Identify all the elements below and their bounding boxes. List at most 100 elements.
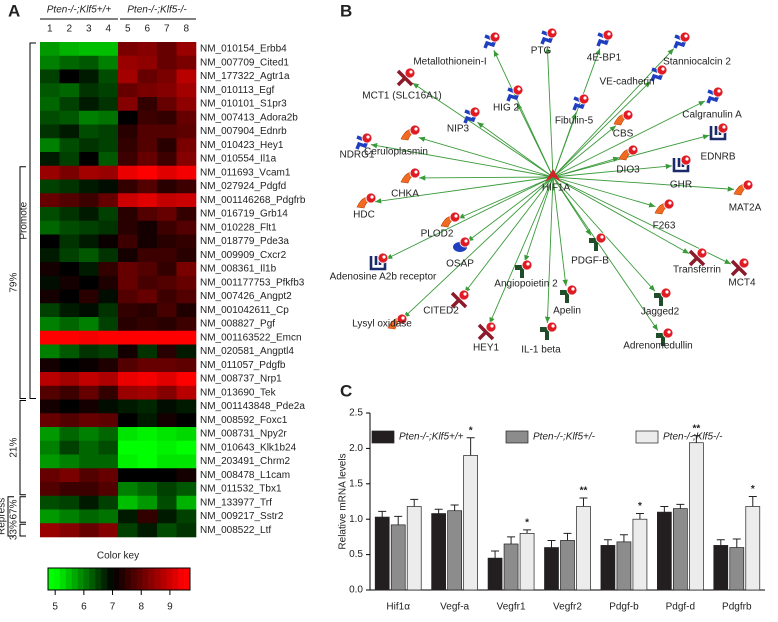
heat-cell xyxy=(118,207,138,222)
icon-badge-dot xyxy=(684,34,688,38)
heat-cell xyxy=(98,234,119,249)
node-label: HIG 2 xyxy=(493,103,520,114)
icon-badge-dot xyxy=(701,250,705,254)
node-label: F263 xyxy=(653,221,676,232)
error-bar xyxy=(450,504,459,511)
heat-cell xyxy=(157,482,177,497)
row-label: NM_027924_Pdgfd xyxy=(200,181,286,192)
heat-cell xyxy=(176,413,197,428)
heat-cell xyxy=(137,207,158,222)
heat-cell xyxy=(98,330,119,345)
row-label: NM_011532_Tbx1 xyxy=(200,484,282,495)
colorbar-swatch xyxy=(53,568,61,590)
icon-badge-dot xyxy=(551,30,555,34)
node-icon xyxy=(613,109,634,126)
node-label: OSAP xyxy=(446,259,474,270)
heat-cell xyxy=(176,317,197,332)
heat-cell xyxy=(59,193,80,208)
heat-cell xyxy=(98,55,119,70)
heat-cell xyxy=(98,303,119,318)
heat-cell xyxy=(176,303,197,318)
heat-cell xyxy=(59,220,80,235)
icon-badge-dot xyxy=(667,330,671,334)
column-label: 7 xyxy=(164,24,170,35)
heat-cell xyxy=(40,468,60,483)
bracket xyxy=(19,496,26,523)
heat-cell xyxy=(40,220,60,235)
node-label: Adenosine A2b receptor xyxy=(330,272,437,283)
heat-cell xyxy=(118,69,138,84)
node-label: NIP3 xyxy=(447,124,470,135)
node-icon xyxy=(709,122,729,141)
node-label: CBS xyxy=(613,129,634,140)
heat-cell xyxy=(40,207,60,222)
node-icon xyxy=(672,154,692,173)
node-icon xyxy=(560,284,578,303)
heat-cell xyxy=(118,275,138,290)
heat-cell xyxy=(79,372,99,387)
colorbar-swatch xyxy=(154,568,161,590)
heat-cell xyxy=(118,344,138,359)
bar xyxy=(713,545,729,591)
heat-cell xyxy=(118,330,138,345)
icon-badge-dot xyxy=(717,89,721,93)
error-bar xyxy=(410,498,419,507)
row-label: NM_008731_Npy2r xyxy=(200,429,287,440)
icon-badge-dot xyxy=(414,127,418,131)
heat-cell xyxy=(157,413,177,428)
heat-cell xyxy=(79,289,99,304)
colorbar-tick-label: 6 xyxy=(81,602,87,613)
node-label: CHKA xyxy=(391,189,419,200)
heat-cell xyxy=(137,289,158,304)
row-label: NM_008478_L1cam xyxy=(200,470,290,481)
error-bar xyxy=(507,536,516,544)
heat-cell xyxy=(98,289,119,304)
heat-cell xyxy=(40,69,60,84)
colorbar-swatch xyxy=(136,568,143,590)
heat-cell xyxy=(137,495,158,510)
colorbar-swatch xyxy=(119,568,126,590)
icon-badge-dot xyxy=(607,32,611,36)
row-label: NM_008522_Ltf xyxy=(200,525,271,536)
heat-cell xyxy=(79,193,99,208)
row-label: NM_203491_Chrm2 xyxy=(200,456,290,467)
icon-badge-dot xyxy=(665,290,669,294)
node-icon xyxy=(396,67,416,87)
edge xyxy=(418,175,554,181)
heat-cell xyxy=(98,110,119,125)
heat-cell xyxy=(79,468,99,483)
heat-cell xyxy=(137,179,158,194)
bar xyxy=(745,506,761,591)
colorbar-frame xyxy=(47,567,191,591)
edge xyxy=(374,176,554,204)
heat-cell xyxy=(176,124,197,139)
heat-cell xyxy=(40,358,60,373)
heat-cell xyxy=(79,42,99,57)
heat-cell xyxy=(40,179,60,194)
node-icon xyxy=(673,31,691,49)
heat-cell xyxy=(98,165,119,180)
heat-cell xyxy=(157,165,177,180)
significance: ** xyxy=(580,486,588,497)
heat-cell xyxy=(137,234,158,249)
heat-cell xyxy=(157,207,177,222)
colorbar-tick-label: 7 xyxy=(110,602,116,613)
heat-cell xyxy=(176,97,197,112)
heat-cell xyxy=(157,55,177,70)
bar xyxy=(374,516,390,591)
heat-cell xyxy=(118,220,138,235)
heat-cell xyxy=(98,482,119,497)
heat-cell xyxy=(40,509,60,524)
error-bar xyxy=(547,539,556,548)
side-label: 33% xyxy=(9,520,20,540)
bar xyxy=(657,511,672,591)
heat-cell xyxy=(40,42,60,57)
bar xyxy=(616,541,632,591)
heat-cell xyxy=(59,344,80,359)
heat-cell xyxy=(40,399,60,414)
row-label: NM_010101_S1pr3 xyxy=(200,99,287,110)
node-icon xyxy=(515,259,533,278)
heat-cell xyxy=(79,83,99,98)
heat-cell xyxy=(176,372,197,387)
